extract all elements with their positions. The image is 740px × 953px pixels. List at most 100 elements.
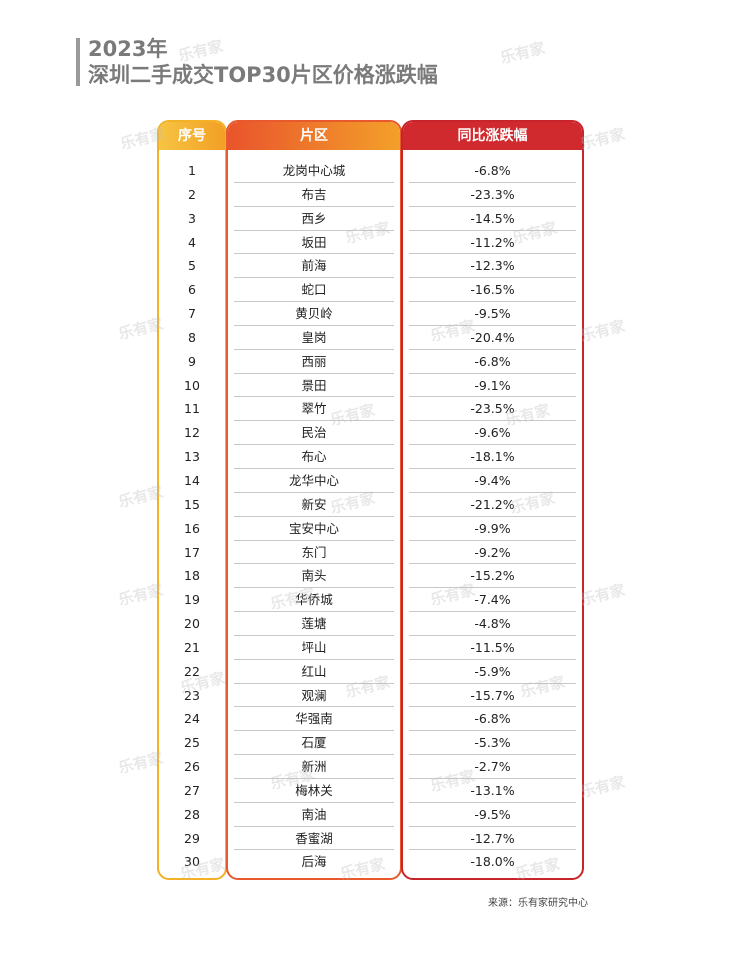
change-cell: -18.1%: [409, 445, 576, 469]
area-cell: 西乡: [234, 207, 394, 231]
index-cell: 3: [188, 210, 196, 226]
index-cell: 25: [184, 735, 200, 751]
change-cell: -9.5%: [409, 302, 576, 326]
change-cell: -4.8%: [409, 612, 576, 636]
area-cell: 新安: [234, 493, 394, 517]
area-cell: 新洲: [234, 755, 394, 779]
change-cell: -5.9%: [409, 660, 576, 684]
area-cell: 西丽: [234, 350, 394, 374]
page-title: 深圳二手成交TOP30片区价格涨跌幅: [88, 63, 438, 87]
index-cell: 27: [184, 782, 200, 798]
area-cell: 黄贝岭: [234, 302, 394, 326]
index-cell: 24: [184, 711, 200, 727]
area-cell: 布吉: [234, 183, 394, 207]
change-cell: -15.2%: [409, 564, 576, 589]
change-cell: -9.5%: [409, 803, 576, 827]
index-cell: 12: [184, 425, 200, 441]
area-cell: 华强南: [234, 707, 394, 732]
index-cell: 17: [184, 544, 200, 560]
header-area: 片区: [228, 122, 400, 150]
index-cell: 15: [184, 496, 200, 512]
index-cell: 29: [184, 830, 200, 846]
watermark-logo: 乐有家: [578, 316, 627, 346]
index-cell: 21: [184, 639, 200, 655]
change-cell: -6.8%: [409, 350, 576, 374]
area-cell: 宝安中心: [234, 517, 394, 541]
area-cell: 布心: [234, 445, 394, 469]
index-cells: 1 2 3 4 5 6 7 8 9 10 11 12 13 14 15 16 17 18 19 20 21 22 23 24 2…: [159, 159, 225, 874]
area-cell: 莲塘: [234, 612, 394, 636]
change-cell: -9.6%: [409, 421, 576, 446]
area-cell: 东门: [234, 541, 394, 565]
change-cell: -21.2%: [409, 493, 576, 517]
change-cell: -23.3%: [409, 183, 576, 207]
area-cell: 坪山: [234, 636, 394, 660]
area-cell: 前海: [234, 254, 394, 279]
area-cell: 龙岗中心城: [234, 159, 394, 183]
change-cell: -14.5%: [409, 207, 576, 231]
area-cell: 坂田: [234, 231, 394, 255]
change-cell: -9.9%: [409, 517, 576, 541]
change-cell: -6.8%: [409, 707, 576, 732]
index-cell: 22: [184, 663, 200, 679]
header-change: 同比涨跌幅: [403, 122, 582, 150]
change-cell: -11.5%: [409, 636, 576, 660]
change-cell: -13.1%: [409, 779, 576, 803]
change-cell: -9.1%: [409, 374, 576, 398]
column-index: 序号 1 2 3 4 5 6 7 8 9 10 11 12 13 14 15 16 17 18 19 20 21 22 23…: [157, 120, 227, 880]
index-cell: 4: [188, 234, 196, 250]
index-cell: 19: [184, 592, 200, 608]
change-cell: -5.3%: [409, 731, 576, 756]
index-cell: 5: [188, 258, 196, 274]
watermark-logo: 乐有家: [176, 36, 225, 66]
index-cell: 8: [188, 329, 196, 345]
area-cell: 蛇口: [234, 278, 394, 303]
area-cells: 龙岗中心城 布吉 西乡 坂田 前海 蛇口 黄贝岭 皇岗 西丽 景田 翠竹 民治 布心 龙华中心 新安 宝安中心…: [228, 159, 400, 874]
index-cell: 26: [184, 759, 200, 775]
area-cell: 翠竹: [234, 397, 394, 422]
title-accent-bar: [76, 38, 80, 86]
change-cells: -6.8% -23.3% -14.5% -11.2% -12.3% -16.5% -9.5%…: [403, 159, 582, 874]
index-cell: 16: [184, 520, 200, 536]
index-cell: 20: [184, 616, 200, 632]
change-cell: -2.7%: [409, 755, 576, 779]
change-cell: -20.4%: [409, 326, 576, 350]
index-cell: 10: [184, 377, 200, 393]
index-cell: 18: [184, 568, 200, 584]
watermark-logo: 乐有家: [578, 124, 627, 154]
change-cell: -16.5%: [409, 278, 576, 303]
area-cell: 景田: [234, 374, 394, 398]
index-cell: 14: [184, 472, 200, 488]
change-cell: -23.5%: [409, 397, 576, 422]
area-cell: 观澜: [234, 684, 394, 708]
change-cell: -9.2%: [409, 541, 576, 565]
index-cell: 2: [188, 186, 196, 202]
index-cell: 7: [188, 306, 196, 322]
watermark-logo: 乐有家: [578, 772, 627, 802]
source-note: 来源：乐有家研究中心: [488, 898, 588, 909]
change-cell: -15.7%: [409, 684, 576, 708]
change-cell: -9.4%: [409, 469, 576, 493]
area-cell: 龙华中心: [234, 469, 394, 493]
area-cell: 皇岗: [234, 326, 394, 350]
index-cell: 28: [184, 806, 200, 822]
index-cell: 23: [184, 687, 200, 703]
index-cell: 9: [188, 353, 196, 369]
change-cell: -12.7%: [409, 827, 576, 851]
index-cell: 1: [188, 163, 196, 178]
title-year: 2023年: [88, 37, 168, 61]
change-cell: -7.4%: [409, 588, 576, 613]
index-cell: 30: [184, 854, 200, 870]
area-cell: 香蜜湖: [234, 827, 394, 851]
area-cell: 梅林关: [234, 779, 394, 803]
change-cell: -6.8%: [409, 159, 576, 183]
change-cell: -18.0%: [470, 854, 515, 870]
area-cell: 南油: [234, 803, 394, 827]
area-cell: 红山: [234, 660, 394, 684]
change-cell: -12.3%: [409, 254, 576, 279]
area-cell: 华侨城: [234, 588, 394, 613]
area-cell: 后海: [301, 854, 327, 870]
change-cell: -11.2%: [409, 231, 576, 255]
index-cell: 6: [188, 282, 196, 298]
area-cell: 民治: [234, 421, 394, 446]
